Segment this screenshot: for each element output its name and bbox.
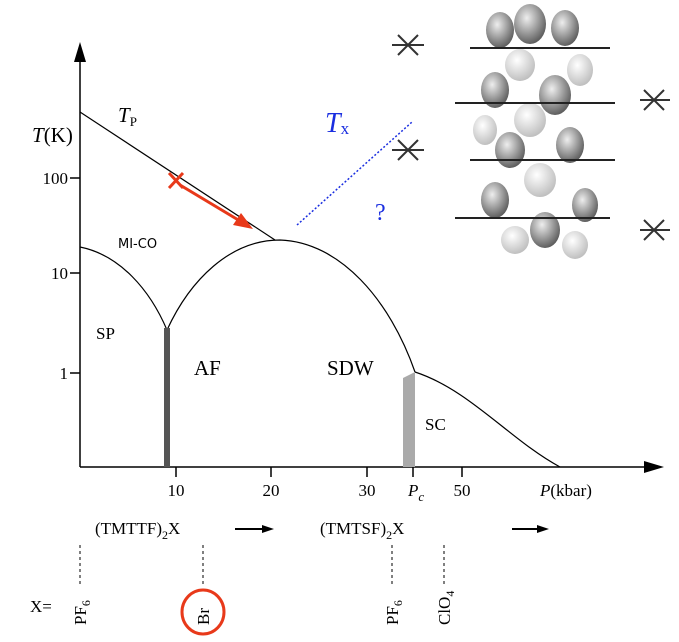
anion-label: PF6 xyxy=(383,600,405,625)
text-part: (kbar) xyxy=(550,481,592,500)
anions-label: X= xyxy=(30,597,52,616)
y-axis-label: T(K) xyxy=(32,123,73,147)
text-part: 6 xyxy=(79,600,93,606)
text-part: X xyxy=(392,519,404,538)
region-label: SC xyxy=(425,415,446,434)
compound-label: (TMTSF)2X xyxy=(320,519,404,542)
axes xyxy=(70,55,650,477)
af-boundary xyxy=(164,328,170,467)
text-part: P xyxy=(407,481,418,500)
text-part: (TMTTF) xyxy=(95,519,162,538)
text-part: ClO xyxy=(435,597,454,625)
text-part: X xyxy=(168,519,180,538)
x-arrow xyxy=(644,461,664,473)
red-arrow xyxy=(169,173,253,229)
phase-boundaries xyxy=(80,112,560,467)
compound-label: (TMTTF)2X xyxy=(95,519,180,542)
pc-label: Pc xyxy=(407,481,424,504)
y-arrow xyxy=(74,42,86,62)
text-part: (K) xyxy=(44,123,73,147)
arrow-heads xyxy=(262,525,549,533)
text-part: P xyxy=(130,114,137,129)
x-tick-label: 50 xyxy=(454,481,471,500)
y-tick-label: 100 xyxy=(43,169,69,188)
tx-line xyxy=(297,122,412,225)
region-label: SDW xyxy=(327,356,374,380)
phase-diagram: T(K) 100 10 1 10 20 30 50 Pc P(kbar) TP … xyxy=(0,0,679,642)
region-label: MI-CO xyxy=(118,237,157,252)
text-part: 4 xyxy=(443,591,457,597)
x-axis-label: P(kbar) xyxy=(539,481,592,500)
y-tick-label: 1 xyxy=(60,364,69,383)
text-part: c xyxy=(418,489,424,504)
text-part: P xyxy=(539,481,550,500)
tx-label: Tx xyxy=(325,108,350,139)
x-tick-label: 30 xyxy=(359,481,376,500)
orbital-image xyxy=(392,4,670,259)
anion-ticks xyxy=(80,545,444,585)
x-tick-label: 20 xyxy=(263,481,280,500)
anion-label: PF6 xyxy=(71,600,93,625)
x-tick-label: 10 xyxy=(168,481,185,500)
region-label: AF xyxy=(194,356,221,380)
text-part: Br xyxy=(194,608,213,625)
y-tick-label: 10 xyxy=(51,264,68,283)
anion-label: Br xyxy=(194,608,213,625)
text-part: 6 xyxy=(391,600,405,606)
text-part: PF xyxy=(71,606,90,625)
text-part: (TMTSF) xyxy=(320,519,386,538)
sc-region xyxy=(403,372,415,467)
question-mark: ? xyxy=(375,200,386,226)
tp-label: TP xyxy=(118,103,137,129)
text-part: x xyxy=(341,119,350,138)
text-part: PF xyxy=(383,606,402,625)
anion-label: ClO4 xyxy=(435,591,457,625)
region-label: SP xyxy=(96,324,115,343)
